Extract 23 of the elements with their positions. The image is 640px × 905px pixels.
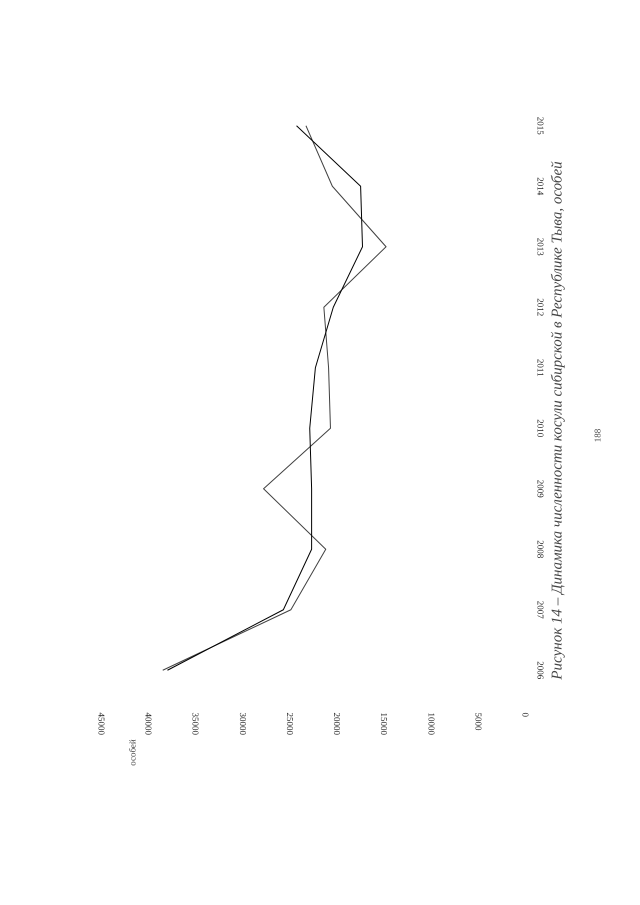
x-tick-label: 0 — [520, 712, 530, 718]
x-tick-label: 5000 — [473, 712, 484, 731]
y-tick-label: 2011 — [536, 358, 546, 377]
x-tick-label: 10000 — [426, 712, 436, 736]
y-tick-label: 2006 — [536, 661, 546, 680]
text: особей — [127, 739, 138, 766]
y-tick-label: 2013 — [536, 238, 546, 256]
x-tick-label: 35000 — [190, 712, 201, 736]
x-tick-label: 30000 — [238, 712, 248, 736]
y-tick-label: 2014 — [536, 177, 546, 196]
y-tick-label: 2009 — [536, 480, 546, 498]
y-tick-label: 2015 — [536, 116, 546, 136]
y-tick-label: 2012 — [536, 298, 546, 316]
y-tick-label: 2007 — [536, 600, 546, 620]
x-tick-label: 40000 — [144, 712, 154, 736]
y-tick-label: 2008 — [536, 540, 546, 559]
x-tick-label: 25000 — [284, 712, 295, 736]
x-tick-label: 45000 — [96, 712, 106, 736]
x-tick-label: 20000 — [332, 712, 342, 736]
text: Рисунок 14 – Динамика численности косули сибирской в Республике Тыва, особей — [550, 160, 566, 681]
y-tick-label: 2010 — [536, 419, 546, 438]
text: 188 — [592, 428, 602, 442]
x-tick-label: 15000 — [379, 712, 390, 736]
